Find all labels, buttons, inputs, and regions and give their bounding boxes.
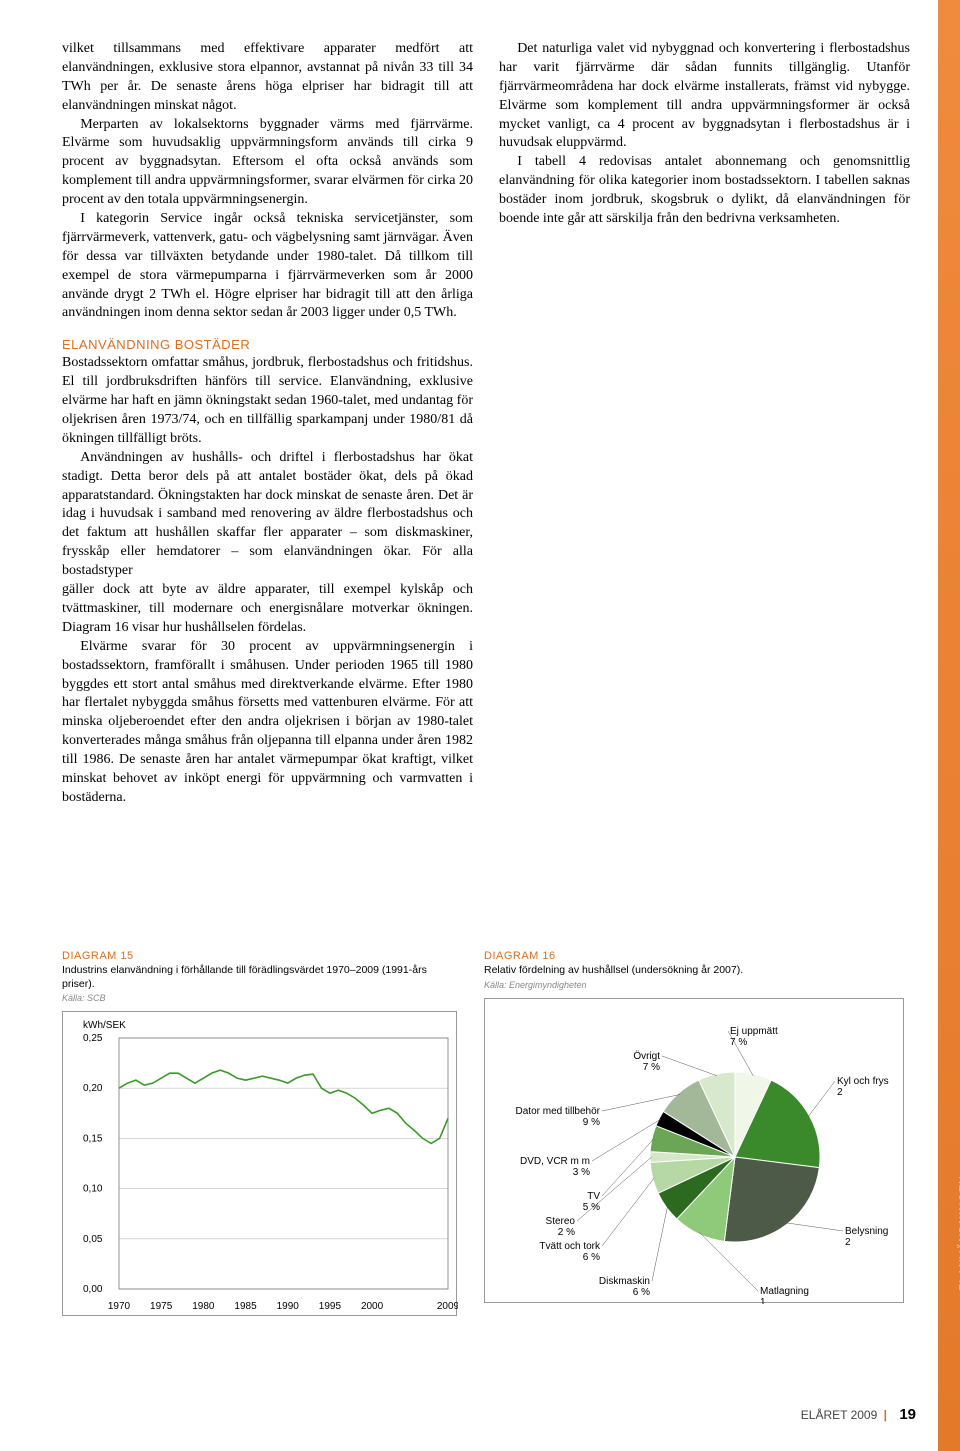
svg-text:Diskmaskin6 %: Diskmaskin6 % bbox=[599, 1276, 650, 1298]
svg-text:Stereo2 %: Stereo2 % bbox=[546, 1216, 576, 1238]
svg-text:Ej uppmätt7 %: Ej uppmätt7 % bbox=[730, 1026, 778, 1048]
side-accent-bar bbox=[938, 0, 960, 1451]
svg-text:1985: 1985 bbox=[234, 1301, 257, 1312]
svg-text:Belysning2: Belysning2 bbox=[845, 1226, 888, 1248]
diagram-16: DIAGRAM 16 Relativ fördelning av hushåll… bbox=[484, 950, 904, 1316]
diagram-15-chart: kWh/SEK 0,00 0,05 0,10 0,15 0,20 0,25 1970 1975 1… bbox=[62, 1011, 457, 1316]
para-4: Bostadssektorn omfattar småhus, jordbruk… bbox=[62, 354, 473, 448]
svg-text:2000: 2000 bbox=[361, 1301, 384, 1312]
body-columns: vilket tillsammans med effektivare appar… bbox=[0, 0, 960, 815]
para-5: Användningen av hushålls- och driftel i … bbox=[62, 449, 473, 581]
svg-text:0,25: 0,25 bbox=[83, 1033, 103, 1044]
diagram-15-subtitle: Industrins elanvändning i förhållande ti… bbox=[62, 964, 462, 991]
para-1: vilket tillsammans med effektivare appar… bbox=[62, 40, 473, 116]
svg-text:0,00: 0,00 bbox=[83, 1284, 103, 1295]
diagram-16-source: Källa: Energimyndigheten bbox=[484, 980, 904, 990]
footer-page-number: 19 bbox=[899, 1406, 916, 1423]
svg-text:Övrigt7 %: Övrigt7 % bbox=[633, 1050, 660, 1073]
svg-text:Matlagning1: Matlagning1 bbox=[760, 1286, 809, 1304]
svg-text:TV5 %: TV5 % bbox=[583, 1191, 601, 1213]
diagrams-row: DIAGRAM 15 Industrins elanvändning i för… bbox=[62, 950, 902, 1316]
para-7: Elvärme svarar för 30 procent av uppvärm… bbox=[62, 638, 473, 808]
footer-separator: | bbox=[884, 1408, 887, 1422]
svg-text:DVD, VCR m m3 %: DVD, VCR m m3 % bbox=[520, 1156, 590, 1178]
diagram-15: DIAGRAM 15 Industrins elanvändning i för… bbox=[62, 950, 462, 1316]
heading-bostader: ELANVÄNDNING BOSTÄDER bbox=[62, 337, 473, 352]
svg-text:kWh/SEK: kWh/SEK bbox=[83, 1020, 126, 1031]
footer-year: ELÅRET 2009 bbox=[801, 1408, 878, 1422]
para-8: Det naturliga valet vid nybyggnad och ko… bbox=[499, 40, 910, 153]
para-3: I kategorin Service ingår också tekniska… bbox=[62, 210, 473, 323]
svg-text:Dator med tillbehör9 %: Dator med tillbehör9 % bbox=[516, 1106, 601, 1128]
svg-text:2009: 2009 bbox=[437, 1301, 458, 1312]
diagram-15-source: Källa: SCB bbox=[62, 993, 462, 1003]
svg-text:1980: 1980 bbox=[192, 1301, 215, 1312]
page-footer: ELÅRET 2009 | 19 bbox=[801, 1406, 916, 1423]
diagram-16-title: DIAGRAM 16 bbox=[484, 950, 904, 962]
svg-text:0,05: 0,05 bbox=[83, 1234, 103, 1245]
para-2: Merparten av lokalsektorns byggnader vär… bbox=[62, 116, 473, 210]
para-6: gäller dock att byte av äldre apparater,… bbox=[62, 581, 473, 638]
para-9: I tabell 4 redovisas antalet abonnemang … bbox=[499, 153, 910, 229]
svg-text:1990: 1990 bbox=[277, 1301, 300, 1312]
svg-text:Kyl och frys2: Kyl och frys2 bbox=[837, 1076, 889, 1098]
svg-text:1995: 1995 bbox=[319, 1301, 342, 1312]
svg-text:0,10: 0,10 bbox=[83, 1184, 103, 1195]
svg-text:0,15: 0,15 bbox=[83, 1134, 103, 1145]
svg-text:0,20: 0,20 bbox=[83, 1083, 103, 1094]
diagram-16-subtitle: Relativ fördelning av hushållsel (unders… bbox=[484, 964, 904, 978]
diagram-15-title: DIAGRAM 15 bbox=[62, 950, 462, 962]
diagram-16-chart: Ej uppmätt7 % Kyl och frys2 Belysning2 Matl… bbox=[484, 998, 904, 1303]
svg-text:1970: 1970 bbox=[108, 1301, 131, 1312]
svg-text:1975: 1975 bbox=[150, 1301, 173, 1312]
svg-text:Tvätt och tork6 %: Tvätt och tork6 % bbox=[539, 1241, 601, 1263]
